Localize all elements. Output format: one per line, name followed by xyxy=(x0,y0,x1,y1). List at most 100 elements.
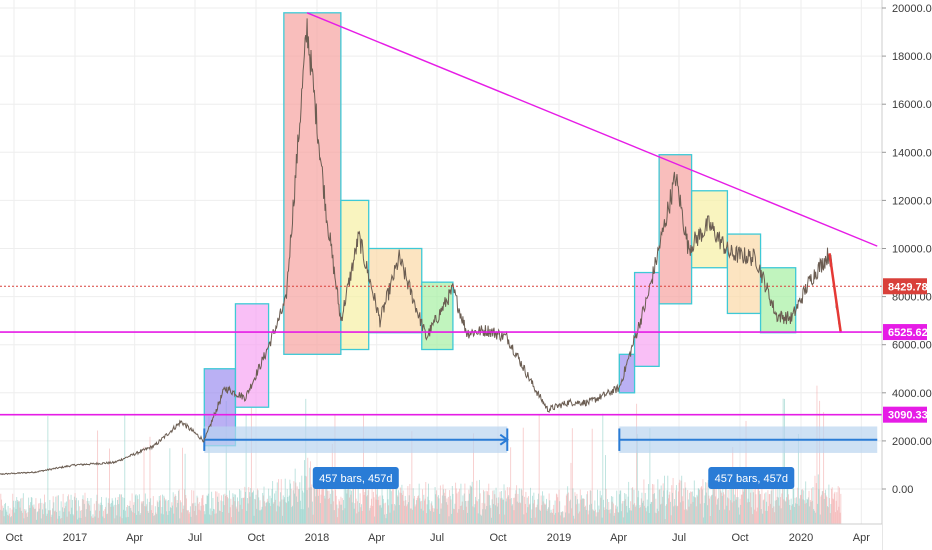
volume-bar xyxy=(524,496,526,524)
volume-bar xyxy=(441,495,443,524)
volume-bar xyxy=(267,501,269,524)
volume-bar xyxy=(528,496,530,524)
volume-bar xyxy=(294,493,295,524)
volume-bar xyxy=(250,407,252,524)
volume-bar xyxy=(2,505,4,524)
volume-bar xyxy=(451,485,453,524)
volume-bar xyxy=(160,495,162,524)
volume-bar xyxy=(188,513,190,524)
volume-bar xyxy=(81,510,83,524)
volume-bar xyxy=(107,513,108,524)
volume-bar xyxy=(563,517,565,524)
volume-bar xyxy=(442,484,444,524)
volume-bar xyxy=(532,503,534,524)
volume-bar xyxy=(93,517,95,524)
volume-bar xyxy=(250,488,252,524)
volume-bar xyxy=(324,498,326,524)
volume-bar xyxy=(151,505,153,524)
volume-bar xyxy=(786,482,788,524)
volume-bar xyxy=(318,472,320,524)
volume-bar xyxy=(98,503,100,524)
volume-bar xyxy=(814,475,816,524)
volume-bar xyxy=(292,490,294,524)
volume-bar xyxy=(369,508,371,524)
volume-bar xyxy=(501,497,503,524)
volume-bar xyxy=(527,507,529,524)
volume-bar xyxy=(237,497,238,524)
volume-bar xyxy=(718,481,720,524)
volume-bar xyxy=(514,497,516,524)
volume-bar xyxy=(59,510,61,524)
volume-bar xyxy=(77,500,79,524)
volume-bar xyxy=(187,510,189,524)
volume-bar xyxy=(339,504,341,524)
volume-bar xyxy=(108,498,110,524)
volume-bar xyxy=(531,509,533,524)
volume-bar xyxy=(727,497,728,524)
volume-bar xyxy=(219,510,221,524)
volume-bar xyxy=(65,506,67,524)
volume-bar xyxy=(227,496,228,524)
volume-bar xyxy=(380,505,382,524)
volume-bar xyxy=(443,492,445,524)
volume-bar xyxy=(433,511,435,524)
volume-bar xyxy=(116,515,118,524)
volume-bar xyxy=(78,517,80,524)
volume-bar xyxy=(555,512,557,524)
volume-bar xyxy=(323,488,325,524)
volume-bar xyxy=(691,491,693,524)
volume-bar xyxy=(136,514,138,524)
volume-bar xyxy=(378,505,380,524)
volume-bar xyxy=(619,490,621,524)
volume-bar xyxy=(788,499,790,524)
volume-bar xyxy=(156,500,158,524)
volume-bar xyxy=(248,487,250,524)
volume-bar xyxy=(790,498,792,524)
volume-bar xyxy=(481,502,483,524)
volume-bar xyxy=(425,513,427,524)
volume-bar xyxy=(514,493,516,524)
volume-bar xyxy=(581,495,583,524)
volume-bar xyxy=(518,488,520,524)
volume-bar xyxy=(87,497,89,524)
volume-bar xyxy=(620,511,622,524)
volume-bar xyxy=(628,481,630,524)
volume-bar xyxy=(382,495,384,524)
volume-bar xyxy=(774,512,775,524)
volume-bar xyxy=(641,492,643,524)
volume-bar xyxy=(122,509,124,524)
volume-bar xyxy=(793,506,795,524)
volume-bar xyxy=(415,504,417,524)
volume-bar xyxy=(126,507,128,524)
volume-bar xyxy=(589,504,590,524)
volume-bar xyxy=(569,501,571,524)
volume-bar xyxy=(565,495,567,524)
volume-bar xyxy=(200,505,202,524)
volume-bar xyxy=(707,480,709,524)
volume-bar xyxy=(488,495,490,524)
volume-bar xyxy=(254,498,256,524)
volume-bar xyxy=(57,518,59,524)
volume-bar xyxy=(252,490,254,524)
volume-bar xyxy=(26,513,28,524)
volume-bar xyxy=(664,519,666,524)
volume-bar xyxy=(265,502,267,524)
volume-bar xyxy=(630,510,632,524)
volume-bar xyxy=(89,510,91,524)
volume-bar xyxy=(77,519,79,524)
volume-bar xyxy=(205,503,207,524)
volume-bar xyxy=(416,500,417,524)
volume-bar xyxy=(693,496,695,524)
time-axis[interactable]: Oct 2017 Apr Jul Oct 2018 Apr Jul Oct 2019 Apr Jul O… xyxy=(0,523,882,550)
volume-bar xyxy=(124,414,126,524)
price-axis[interactable]: 20000.00 18000.00 16000.00 14000.00 12000.00… xyxy=(881,0,932,550)
volume-bar xyxy=(157,502,159,524)
volume-bar xyxy=(147,510,149,524)
volume-bar xyxy=(603,507,605,524)
volume-bar xyxy=(102,516,104,524)
volume-bar xyxy=(497,503,499,524)
price-decline-segment xyxy=(828,253,843,333)
volume-bar xyxy=(364,492,366,524)
volume-bar xyxy=(799,498,801,524)
